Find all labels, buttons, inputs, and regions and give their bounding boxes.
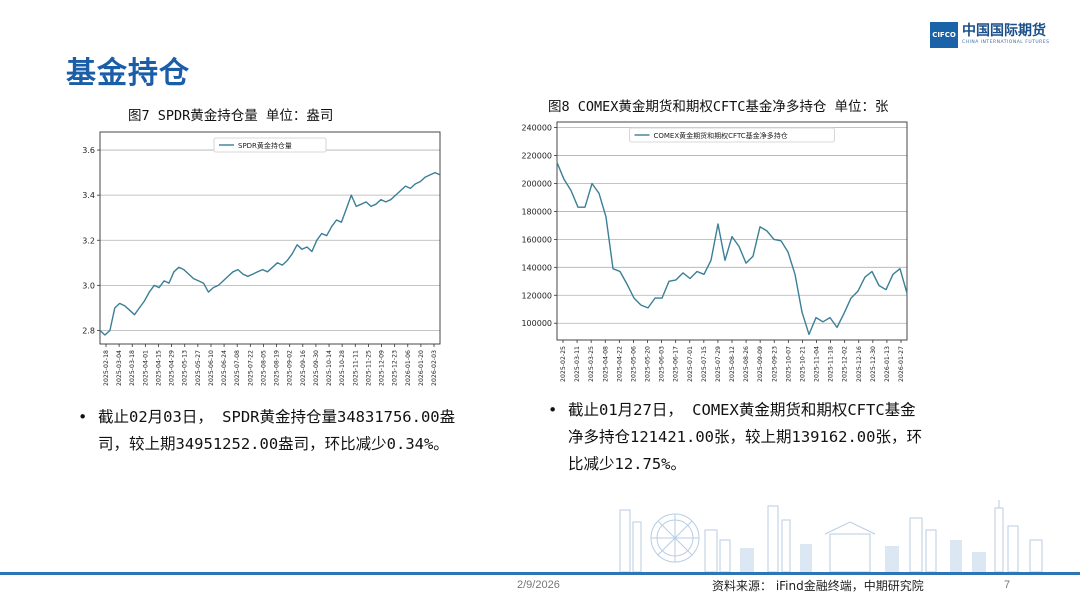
x-tick-label: 2025-03-04 <box>116 350 123 386</box>
left-bullet: • 截止02月03日， SPDR黄金持仓量34831756.00盎 司，较上期3… <box>78 404 498 458</box>
left-bullet-line: 司，较上期34951252.00盎司，环比减少0.34%。 <box>98 435 449 453</box>
y-tick-label: 180000 <box>521 207 552 216</box>
x-tick-label: 2025-09-23 <box>771 346 778 382</box>
x-tick-label: 2025-03-18 <box>129 350 136 386</box>
x-tick-label: 2025-06-17 <box>673 346 680 382</box>
x-tick-label: 2025-11-11 <box>352 350 359 386</box>
x-tick-label: 2025-04-01 <box>142 350 149 386</box>
logo-badge: CIFCO <box>930 22 958 48</box>
logo-name: 中国国际期货 <box>962 23 1046 39</box>
x-tick-label: 2025-04-29 <box>169 350 176 386</box>
cftc-net-long-chart: 100000 120000 140000 160000 180000 200000 2200… <box>521 121 908 382</box>
right-bullet-line: 净多持仓121421.00张，较上期139162.00张，环 <box>568 428 922 446</box>
page-number: 7 <box>1004 579 1011 591</box>
y-tick-label: 220000 <box>521 152 552 161</box>
x-tick-label: 2025-09-30 <box>313 350 320 386</box>
x-tick-label: 2025-03-11 <box>574 346 581 382</box>
y-tick-label: 2.8 <box>82 326 95 335</box>
x-tick-label: 2025-12-30 <box>870 346 877 382</box>
x-tick-label: 2025-05-13 <box>182 350 189 386</box>
x-tick-label: 2025-09-16 <box>300 350 307 386</box>
x-tick-label: 2025-07-08 <box>234 350 241 386</box>
x-tick-label: 2025-05-06 <box>630 346 637 382</box>
x-tick-label: 2025-10-21 <box>799 346 806 382</box>
x-tick-label: 2025-06-10 <box>208 350 215 386</box>
y-tick-label: 3.6 <box>82 146 95 155</box>
x-tick-label: 2025-05-20 <box>645 346 652 382</box>
x-tick-label: 2025-10-28 <box>339 350 346 386</box>
city-skyline-decoration <box>619 500 1043 572</box>
right-chart-title: 图8 COMEX黄金期货和期权CFTC基金净多持仓 单位：张 <box>548 99 889 115</box>
x-tick-label: 2025-03-25 <box>588 346 595 382</box>
x-tick-label: 2025-04-15 <box>155 350 162 386</box>
legend-label: COMEX黄金期货和期权CFTC基金净多持仓 <box>654 131 788 140</box>
x-tick-label: 2025-07-01 <box>687 346 694 382</box>
x-tick-label: 2025-06-03 <box>659 346 666 382</box>
footer-date: 2/9/2026 <box>517 579 560 591</box>
x-tick-label: 2025-11-18 <box>828 346 835 382</box>
company-logo: CIFCO 中国国际期货 CHINA INTERNATIONAL FUTURES <box>930 22 1050 48</box>
y-tick-label: 140000 <box>521 263 552 272</box>
x-tick-label: 2026-01-27 <box>898 346 905 382</box>
legend-label: SPDR黄金持仓量 <box>238 141 292 150</box>
x-tick-label: 2025-12-23 <box>392 350 399 386</box>
y-tick-label: 240000 <box>521 124 552 133</box>
spdr-holdings-chart: 2.8 3.0 3.2 3.4 3.6 2025-02-18 2025-03-04 2025-… <box>82 131 441 386</box>
x-tick-label: 2025-02-25 <box>560 346 567 382</box>
x-tick-label: 2026-02-03 <box>431 350 438 386</box>
y-tick-label: 200000 <box>521 179 552 188</box>
x-tick-label: 2025-08-05 <box>260 350 267 386</box>
x-tick-label: 2025-09-02 <box>287 350 294 386</box>
bullet-dot: • <box>78 408 88 426</box>
right-bullet: • 截止01月27日， COMEX黄金期货和期权CFTC基金 净多持仓12142… <box>548 397 1008 478</box>
right-bullet-line: 截止01月27日， COMEX黄金期货和期权CFTC基金 <box>568 401 916 419</box>
x-tick-label: 2025-06-24 <box>221 350 228 386</box>
x-tick-label: 2025-05-27 <box>195 350 202 386</box>
plot-frame <box>99 131 441 345</box>
x-tick-label: 2026-01-13 <box>884 346 891 382</box>
x-tick-label: 2025-04-08 <box>602 346 609 382</box>
y-tick-label: 3.0 <box>82 281 95 290</box>
y-tick-label: 3.2 <box>82 236 95 245</box>
legend-box <box>629 127 835 143</box>
left-chart-title: 图7 SPDR黄金持仓量 单位：盎司 <box>128 108 334 124</box>
slide-title: 基金持仓 <box>66 56 190 91</box>
x-tick-label: 2025-11-04 <box>814 346 821 382</box>
plot-frame <box>556 121 908 341</box>
x-tick-label: 2025-11-25 <box>365 350 372 386</box>
right-bullet-line: 比减少12.75%。 <box>568 455 686 473</box>
x-tick-label: 2025-12-02 <box>842 346 849 382</box>
x-tick-label: 2025-07-15 <box>701 346 708 382</box>
y-tick-label: 3.4 <box>82 191 95 200</box>
x-tick-label: 2025-08-12 <box>729 346 736 382</box>
x-tick-label: 2025-10-07 <box>785 346 792 382</box>
x-tick-label: 2025-07-22 <box>247 350 254 386</box>
x-tick-label: 2025-08-26 <box>743 346 750 382</box>
legend-box <box>213 137 327 153</box>
x-tick-label: 2025-02-18 <box>103 350 110 386</box>
x-tick-label: 2025-08-19 <box>274 350 281 386</box>
footer-divider <box>0 572 1080 575</box>
left-bullet-line: 截止02月03日， SPDR黄金持仓量34831756.00盎 <box>98 408 456 426</box>
y-tick-label: 100000 <box>521 319 552 328</box>
logo-english: CHINA INTERNATIONAL FUTURES <box>962 40 1050 45</box>
x-tick-label: 2025-12-09 <box>379 350 386 386</box>
x-tick-label: 2025-07-29 <box>715 346 722 382</box>
series-line <box>556 162 908 336</box>
x-tick-label: 2026-01-20 <box>418 350 425 386</box>
series-line <box>99 171 441 336</box>
x-tick-label: 2025-12-16 <box>856 346 863 382</box>
footer-source: 资料来源： iFind金融终端，中期研究院 <box>712 579 924 593</box>
x-tick-label: 2026-01-06 <box>405 350 412 386</box>
bullet-dot: • <box>548 401 558 419</box>
x-tick-label: 2025-09-09 <box>757 346 764 382</box>
y-tick-label: 120000 <box>521 291 552 300</box>
x-tick-label: 2025-10-14 <box>326 350 333 386</box>
y-tick-label: 160000 <box>521 235 552 244</box>
x-tick-label: 2025-04-22 <box>616 346 623 382</box>
